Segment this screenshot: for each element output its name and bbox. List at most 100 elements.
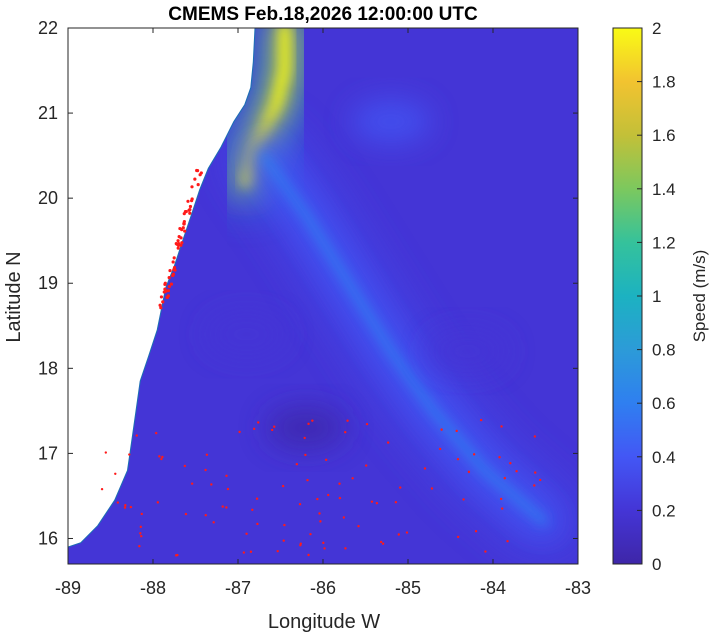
- colorbar-ticks: 0 0.2 0.4 0.6 0.8 1 1.2 1.4 1.6 1.8 2: [637, 19, 676, 574]
- marker-point: [283, 523, 286, 527]
- chart-title: CMEMS Feb.18,2026 12:00:00 UTC: [168, 4, 478, 25]
- x-tick-label: -84: [480, 578, 506, 598]
- marker-point: [245, 532, 248, 536]
- marker-point: [174, 242, 178, 246]
- y-axis: 16 17 18 19 20 21 22: [38, 18, 578, 548]
- marker-point: [225, 474, 228, 478]
- marker-point: [474, 530, 478, 533]
- marker-point: [116, 501, 120, 504]
- colorbar-tick-label: 0.6: [652, 394, 676, 413]
- marker-point: [226, 487, 230, 491]
- marker-point: [533, 435, 537, 438]
- marker-point: [364, 464, 368, 467]
- marker-point: [257, 421, 260, 424]
- marker-point: [342, 516, 346, 519]
- marker-point: [158, 455, 161, 458]
- x-tick-label: -89: [55, 578, 81, 598]
- marker-point: [256, 522, 259, 526]
- marker-point: [156, 501, 160, 504]
- marker-point: [399, 486, 402, 489]
- marker-point: [311, 419, 314, 422]
- marker-point: [169, 282, 174, 286]
- marker-point: [159, 295, 164, 299]
- marker-point: [167, 284, 171, 289]
- marker-point: [381, 542, 385, 545]
- marker-point: [307, 553, 310, 557]
- y-tick-label: 22: [38, 18, 58, 38]
- marker-point: [205, 453, 209, 456]
- marker-point: [204, 468, 207, 472]
- marker-point: [252, 427, 256, 431]
- marker-point: [242, 551, 246, 554]
- marker-point: [500, 425, 503, 428]
- marker-point: [327, 493, 330, 497]
- marker-point: [344, 430, 347, 434]
- marker-point: [298, 502, 302, 506]
- marker-point: [195, 169, 200, 173]
- marker-point: [184, 209, 188, 214]
- marker-point: [251, 508, 254, 512]
- y-tick-label: 17: [38, 443, 58, 463]
- marker-point: [316, 497, 319, 501]
- marker-point: [196, 183, 200, 187]
- marker-point: [430, 487, 434, 490]
- marker-point: [255, 497, 259, 500]
- marker-point: [129, 505, 133, 509]
- marker-point: [114, 472, 117, 475]
- marker-point: [323, 547, 326, 550]
- marker-point: [204, 513, 207, 517]
- marker-point: [168, 268, 172, 273]
- x-tick-label: -83: [565, 578, 591, 598]
- marker-point: [534, 471, 537, 474]
- land-mask: [68, 28, 256, 548]
- colorbar-tick-label: 1: [652, 287, 661, 306]
- marker-point: [405, 531, 409, 534]
- marker-point: [193, 177, 197, 181]
- marker-point: [163, 287, 167, 291]
- marker-point: [159, 306, 163, 310]
- marker-point: [304, 453, 307, 457]
- eddy-2: [427, 329, 508, 374]
- marker-point: [183, 464, 187, 468]
- marker-point: [190, 482, 194, 485]
- marker-point: [177, 241, 181, 246]
- y-tick-label: 16: [38, 528, 58, 548]
- marker-point: [124, 504, 127, 507]
- marker-point: [295, 463, 299, 466]
- marker-point: [128, 453, 131, 456]
- marker-point: [171, 260, 175, 264]
- marker-point: [186, 199, 190, 203]
- x-tick-label: -85: [395, 578, 421, 598]
- marker-point: [318, 512, 321, 515]
- marker-point: [210, 483, 213, 486]
- marker-point: [375, 501, 379, 505]
- marker-point: [270, 428, 274, 432]
- marker-point: [184, 512, 188, 516]
- colorbar-tick-label: 1.8: [652, 73, 676, 92]
- marker-point: [123, 506, 127, 509]
- y-tick-label: 21: [38, 103, 58, 123]
- marker-point: [139, 532, 142, 535]
- x-tick-label: -88: [140, 578, 166, 598]
- marker-point: [351, 477, 354, 480]
- marker-point: [238, 430, 241, 434]
- marker-point: [158, 303, 162, 307]
- marker-point: [423, 467, 427, 470]
- marker-point: [440, 428, 443, 431]
- marker-point: [138, 544, 141, 548]
- marker-point: [394, 501, 398, 504]
- marker-point: [479, 418, 483, 422]
- marker-point: [533, 484, 536, 487]
- x-tick-label: -87: [225, 578, 251, 598]
- marker-point: [370, 500, 374, 503]
- eddy-4: [266, 405, 346, 450]
- marker-point: [276, 549, 279, 553]
- marker-point: [307, 422, 310, 426]
- marker-point: [173, 268, 177, 272]
- marker-point: [183, 229, 187, 233]
- marker-points: [100, 168, 542, 557]
- marker-point: [324, 458, 328, 462]
- marker-point: [163, 282, 167, 286]
- marker-point: [338, 496, 342, 500]
- speed-features: [206, 28, 574, 552]
